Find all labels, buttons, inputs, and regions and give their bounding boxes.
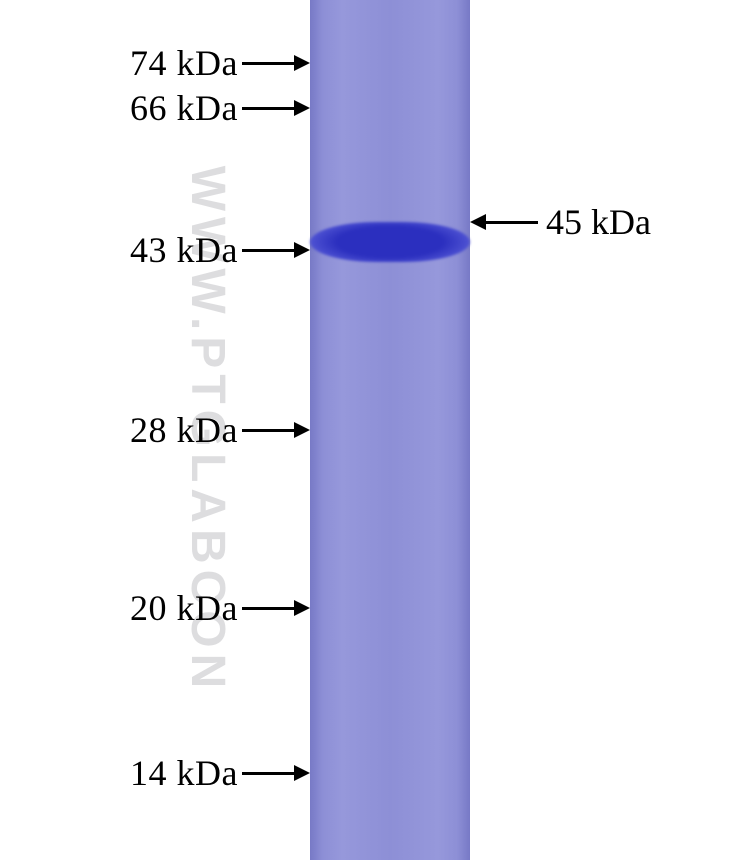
gel-lane <box>310 0 470 860</box>
arrow-left-icon <box>470 214 542 230</box>
arrow-right-icon <box>238 242 310 258</box>
arrow-right-icon <box>238 600 310 616</box>
protein-band <box>310 222 470 262</box>
ladder-marker-28: 28 kDa <box>0 408 310 452</box>
ladder-label: 74 kDa <box>130 42 238 84</box>
ladder-label: 66 kDa <box>130 87 238 129</box>
ladder-marker-43: 43 kDa <box>0 228 310 272</box>
arrow-right-icon <box>238 55 310 71</box>
sample-label: 45 kDa <box>546 201 651 243</box>
ladder-marker-20: 20 kDa <box>0 586 310 630</box>
ladder-label: 20 kDa <box>130 587 238 629</box>
ladder-marker-14: 14 kDa <box>0 751 310 795</box>
gel-figure: WWW.PTGLABCON 74 kDa 66 kDa 43 kDa 28 kD… <box>0 0 740 860</box>
ladder-label: 28 kDa <box>130 409 238 451</box>
ladder-label: 43 kDa <box>130 229 238 271</box>
sample-marker-45: 45 kDa <box>470 200 651 244</box>
arrow-right-icon <box>238 100 310 116</box>
arrow-right-icon <box>238 422 310 438</box>
ladder-label: 14 kDa <box>130 752 238 794</box>
ladder-marker-74: 74 kDa <box>0 41 310 85</box>
ladder-marker-66: 66 kDa <box>0 86 310 130</box>
arrow-right-icon <box>238 765 310 781</box>
